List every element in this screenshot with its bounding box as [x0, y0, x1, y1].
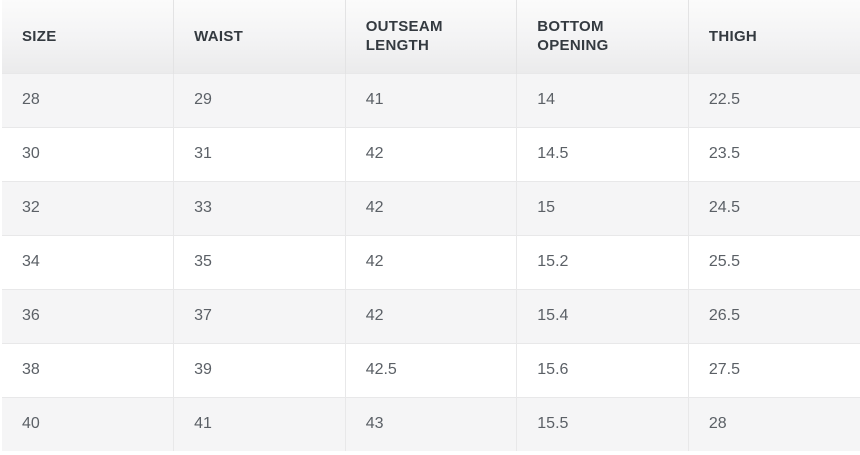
table-cell: 41: [173, 396, 346, 451]
table-row: 38 39 42.5 15.6 27.5: [2, 342, 860, 397]
table-cell: 22.5: [687, 72, 860, 127]
table-cell: 35: [173, 234, 346, 289]
table-cell: 43: [344, 396, 517, 451]
table-cell: 14.5: [516, 126, 689, 181]
table-row: 40 41 43 15.5 28: [2, 396, 860, 451]
table-cell: 31: [173, 126, 346, 181]
table-cell: 28: [2, 72, 174, 127]
table-row: 30 31 42 14.5 23.5: [2, 126, 860, 181]
table-header: SIZE WAIST OUTSEAM LENGTH BOTTOM OPENING THI…: [2, 0, 860, 73]
table-cell: 38: [2, 342, 174, 397]
table-row: 34 35 42 15.2 25.5: [2, 234, 860, 289]
table-cell: 28: [687, 396, 860, 451]
table-cell: 15.4: [516, 288, 689, 343]
table-cell: 24.5: [687, 180, 860, 235]
table-cell: 33: [173, 180, 346, 235]
table-row: 28 29 41 14 22.5: [2, 72, 860, 127]
column-header: THIGH: [687, 0, 860, 73]
table-cell: 40: [2, 396, 174, 451]
table-cell: 26.5: [687, 288, 860, 343]
table-cell: 15.5: [516, 396, 689, 451]
table-cell: 42: [344, 180, 517, 235]
table-cell: 15.2: [516, 234, 689, 289]
header-row: SIZE WAIST OUTSEAM LENGTH BOTTOM OPENING THI…: [2, 0, 860, 73]
table-cell: 32: [2, 180, 174, 235]
table-row: 36 37 42 15.4 26.5: [2, 288, 860, 343]
table-row: 32 33 42 15 24.5: [2, 180, 860, 235]
table-cell: 15: [516, 180, 689, 235]
table-cell: 37: [173, 288, 346, 343]
table-cell: 36: [2, 288, 174, 343]
column-header: WAIST: [173, 0, 346, 73]
table-cell: 27.5: [687, 342, 860, 397]
table-cell: 30: [2, 126, 174, 181]
table-cell: 42: [344, 288, 517, 343]
table-cell: 34: [2, 234, 174, 289]
column-header: SIZE: [2, 0, 174, 73]
table-cell: 42.5: [344, 342, 517, 397]
table-body: 28 29 41 14 22.5 30 31 42 14.5 23.5 32 33 42 15 24.5 34…: [2, 72, 860, 451]
table-cell: 39: [173, 342, 346, 397]
table-cell: 25.5: [687, 234, 860, 289]
table-cell: 42: [344, 126, 517, 181]
table-cell: 42: [344, 234, 517, 289]
table-cell: 15.6: [516, 342, 689, 397]
table-cell: 14: [516, 72, 689, 127]
column-header: OUTSEAM LENGTH: [344, 0, 517, 73]
table-cell: 23.5: [687, 126, 860, 181]
table-cell: 29: [173, 72, 346, 127]
column-header: BOTTOM OPENING: [516, 0, 689, 73]
table-cell: 41: [344, 72, 517, 127]
